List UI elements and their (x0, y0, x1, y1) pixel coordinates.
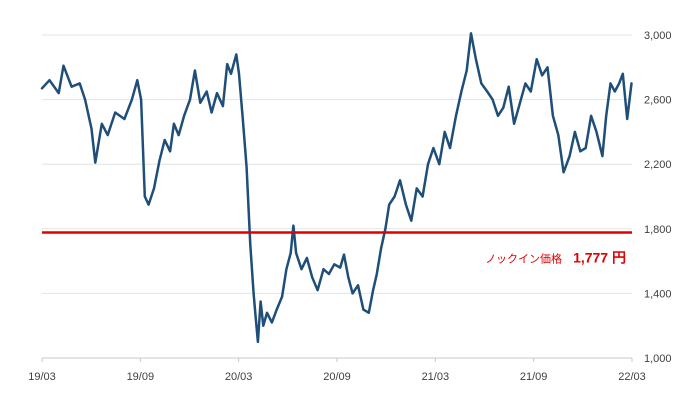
y-tick-label: 2,200 (644, 159, 672, 171)
x-tick-label: 21/09 (520, 371, 548, 383)
y-tick-label: 1,400 (644, 288, 672, 300)
x-tick-label: 19/09 (127, 371, 155, 383)
knock-in-price-value: 1,777 円 (573, 250, 626, 266)
price-series-line (40, 32, 633, 344)
y-axis-tick-labels: 1,000 1,400 1,800 2,200 2,600 3,000 (644, 30, 672, 365)
x-tick-label: 22/03 (618, 371, 646, 383)
y-tick-label: 1,000 (644, 353, 672, 365)
y-tick-label: 2,600 (644, 95, 672, 107)
x-tick-label: 20/03 (225, 371, 253, 383)
y-tick-label: 1,800 (644, 224, 672, 236)
series-group (40, 32, 633, 344)
x-tick-label: 21/03 (422, 371, 450, 383)
knock-in-price-label: ノックイン価格 (485, 252, 562, 266)
y-tick-label: 3,000 (644, 30, 672, 42)
x-axis-tick-labels: 19/03 19/09 20/03 20/09 21/03 21/09 22/03 (28, 371, 646, 383)
x-axis-ticks (41, 358, 633, 362)
x-tick-label: 20/09 (323, 371, 351, 383)
x-tick-label: 19/03 (28, 371, 56, 383)
